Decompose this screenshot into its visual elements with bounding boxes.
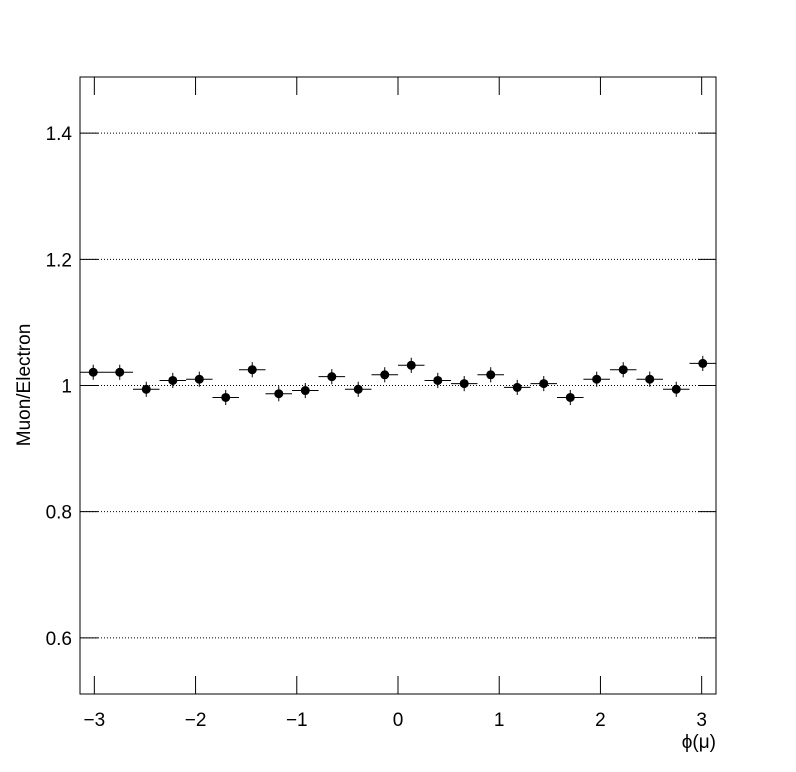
x-tick-label: −3 — [83, 710, 105, 731]
y-tick-label: 1 — [61, 377, 72, 398]
data-point — [221, 392, 231, 402]
data-point — [512, 382, 522, 392]
y-axis-label: Muon/Electron — [14, 324, 35, 447]
data-point — [327, 372, 337, 382]
data-point — [539, 379, 549, 389]
x-tick-label: 1 — [494, 710, 505, 731]
y-tick-label: 0.6 — [46, 629, 72, 650]
data-point — [459, 379, 469, 389]
data-point — [88, 367, 98, 377]
data-point — [300, 386, 310, 396]
data-point — [433, 375, 443, 385]
x-tick-label: −2 — [185, 710, 207, 731]
x-tick-label: 2 — [595, 710, 606, 731]
data-point — [353, 384, 363, 394]
x-tick-label: 0 — [393, 710, 404, 731]
data-point — [247, 365, 257, 375]
data-point — [406, 360, 416, 370]
data-point — [698, 358, 708, 368]
data-point — [592, 374, 602, 384]
data-point — [645, 374, 655, 384]
x-tick-label: −1 — [286, 710, 308, 731]
data-point — [194, 374, 204, 384]
data-point — [274, 389, 284, 399]
data-point — [168, 375, 178, 385]
y-tick-label: 1.4 — [46, 124, 73, 145]
data-point — [141, 384, 151, 394]
data-point — [671, 384, 681, 394]
x-axis-label: ϕ(μ) — [682, 732, 716, 753]
data-point — [565, 392, 575, 402]
data-point — [380, 370, 390, 380]
data-point — [115, 367, 125, 377]
y-tick-label: 1.2 — [46, 250, 72, 271]
data-point — [486, 370, 496, 380]
data-point — [618, 365, 628, 375]
x-tick-label: 3 — [696, 710, 707, 731]
y-tick-label: 0.8 — [46, 503, 72, 524]
